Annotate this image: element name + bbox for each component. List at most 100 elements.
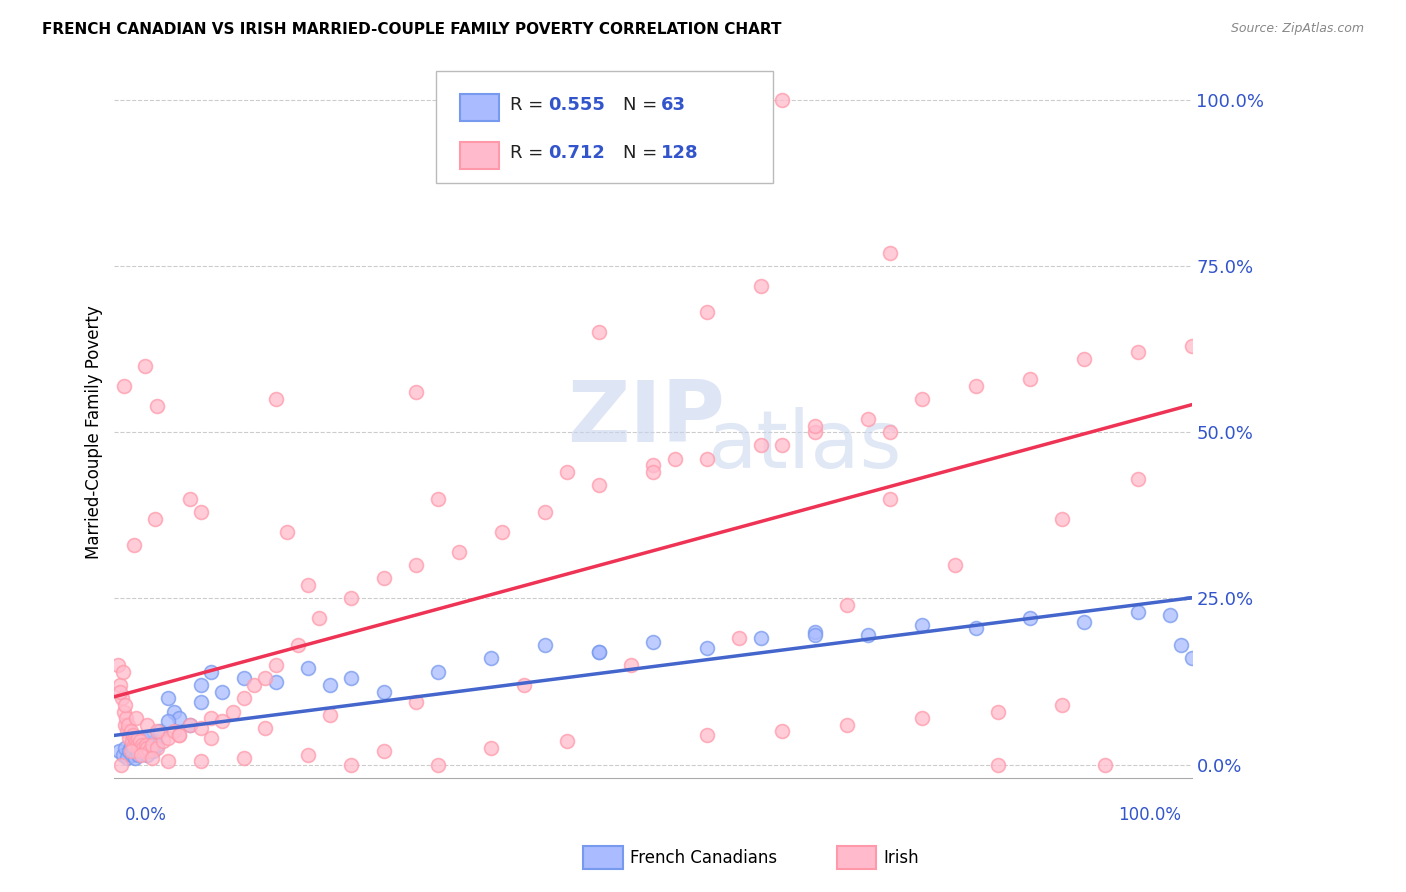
Point (125, 734, 148, 748)
Point (297, 661, 319, 675)
Point (179, 718, 201, 732)
Point (1052, 698, 1074, 712)
Point (114, 741, 136, 756)
Point (167, 728, 190, 742)
Point (167, 728, 190, 742)
Point (157, 691, 180, 706)
Point (770, 438, 793, 452)
Point (232, 751, 254, 765)
Point (146, 738, 169, 752)
Point (749, 438, 772, 452)
Point (131, 738, 153, 752)
Point (121, 747, 143, 762)
Point (588, 645, 610, 659)
Point (108, 684, 131, 698)
Point (125, 738, 148, 752)
Point (115, 711, 138, 725)
Point (803, 624, 825, 639)
Text: 0.555: 0.555 (548, 95, 605, 113)
Text: FRENCH CANADIAN VS IRISH MARRIED-COUPLE FAMILY POVERTY CORRELATION CHART: FRENCH CANADIAN VS IRISH MARRIED-COUPLE … (42, 22, 782, 37)
Text: atlas: atlas (707, 407, 901, 485)
Point (254, 671, 277, 685)
Point (190, 721, 212, 735)
Point (664, 93, 686, 107)
Point (340, 671, 363, 685)
Point (1181, 651, 1204, 665)
Point (858, 412, 880, 426)
Point (943, 558, 966, 573)
Point (987, 757, 1010, 772)
Point (135, 741, 157, 756)
Point (152, 734, 174, 748)
Point (129, 734, 152, 748)
Text: 63: 63 (661, 95, 686, 113)
Point (143, 511, 166, 525)
Point (373, 572, 395, 586)
Point (879, 491, 901, 506)
Point (513, 678, 536, 692)
Point (749, 632, 772, 646)
Point (1073, 615, 1095, 629)
Point (405, 385, 427, 400)
Point (803, 418, 825, 433)
Point (481, 651, 503, 665)
Point (190, 678, 212, 692)
Text: ZIP: ZIP (567, 376, 724, 460)
Point (276, 524, 298, 539)
Point (770, 93, 793, 107)
Point (143, 734, 166, 748)
Point (620, 657, 643, 672)
Point (426, 665, 449, 679)
Point (696, 305, 718, 319)
Point (179, 491, 201, 506)
Point (117, 724, 139, 739)
Point (200, 665, 222, 679)
Point (125, 711, 148, 725)
Point (211, 714, 233, 729)
Point (426, 491, 449, 506)
Point (641, 634, 664, 648)
Point (965, 621, 987, 635)
Point (120, 724, 142, 739)
Point (373, 744, 395, 758)
Point (588, 326, 610, 340)
Point (131, 747, 153, 762)
Point (1019, 611, 1042, 625)
Point (405, 558, 427, 573)
Point (641, 458, 664, 473)
Point (1126, 345, 1149, 359)
Point (1126, 605, 1149, 619)
Point (190, 694, 212, 708)
Point (121, 728, 143, 742)
Point (534, 505, 557, 519)
Point (965, 378, 987, 392)
Point (124, 731, 146, 745)
Point (319, 707, 342, 722)
Point (481, 741, 503, 756)
Point (770, 724, 793, 739)
Point (127, 747, 149, 762)
Point (491, 524, 513, 539)
Text: 128: 128 (661, 144, 699, 161)
Point (114, 698, 136, 712)
Text: French Canadians: French Canadians (630, 849, 778, 867)
Point (1073, 351, 1095, 366)
Point (232, 671, 254, 685)
Point (696, 641, 718, 656)
Text: R =: R = (510, 95, 550, 113)
Point (1170, 638, 1192, 652)
Point (157, 755, 180, 769)
Text: N =: N = (623, 95, 662, 113)
Point (127, 731, 149, 745)
Point (138, 744, 160, 758)
Point (118, 744, 141, 758)
Point (112, 378, 135, 392)
Point (879, 245, 901, 260)
Point (146, 724, 169, 739)
Point (111, 691, 134, 706)
Point (125, 734, 148, 748)
Text: R =: R = (510, 144, 550, 161)
Point (696, 728, 718, 742)
Point (858, 628, 880, 642)
Point (135, 718, 157, 732)
